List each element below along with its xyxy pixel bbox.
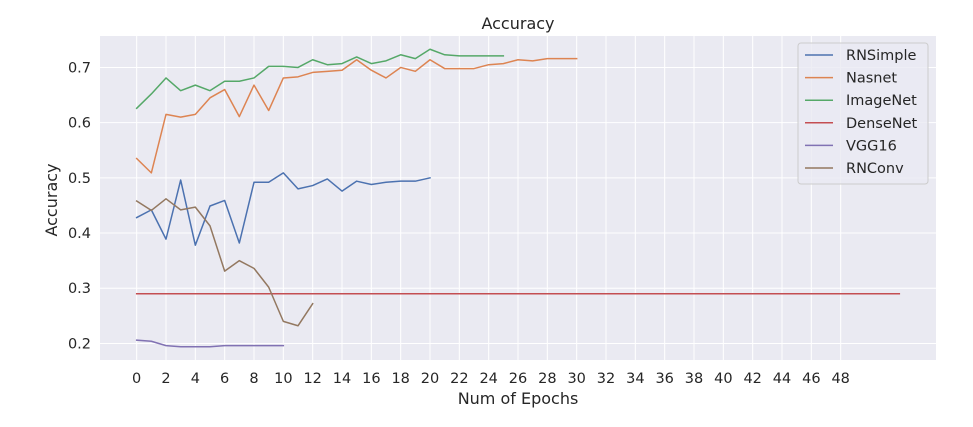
y-tick-label: 0.4 — [68, 226, 91, 242]
legend-label-nasnet: Nasnet — [846, 71, 897, 87]
legend-label-imagenet: ImageNet — [846, 93, 917, 109]
series-line-rnsimple — [135, 172, 431, 246]
x-tick-label: 46 — [802, 371, 820, 387]
grid — [100, 36, 936, 360]
x-tick-label: 26 — [509, 371, 527, 387]
chart-title: Accuracy — [481, 14, 554, 33]
x-tick-labels: 0 2 4 6 8 10 12 14 16 18 20 22 24 26 28 30 32 34 36 38 40 42 4… — [132, 371, 850, 387]
legend-label-densenet: DenseNet — [846, 116, 918, 132]
x-tick-label: 10 — [274, 371, 292, 387]
x-tick-label: 48 — [831, 371, 849, 387]
x-tick-label: 16 — [362, 371, 380, 387]
x-tick-label: 40 — [714, 371, 732, 387]
legend-label-rnsimple: RNSimple — [846, 48, 917, 64]
series-line-rnconv — [135, 198, 314, 327]
x-tick-label: 24 — [479, 371, 497, 387]
x-tick-label: 38 — [685, 371, 703, 387]
x-tick-label: 28 — [538, 371, 556, 387]
x-tick-label: 36 — [655, 371, 673, 387]
x-axis-title: Num of Epochs — [458, 389, 579, 408]
legend-label-vgg16: VGG16 — [846, 138, 897, 154]
x-tick-label: 42 — [743, 371, 761, 387]
x-tick-label: 34 — [626, 371, 644, 387]
x-tick-label: 8 — [249, 371, 258, 387]
y-tick-labels: 0.2 0.3 0.4 0.5 0.6 0.7 — [68, 60, 91, 352]
x-tick-label: 22 — [450, 371, 468, 387]
x-tick-label: 6 — [220, 371, 229, 387]
legend-label-rnconv: RNConv — [846, 161, 904, 177]
x-tick-label: 4 — [191, 371, 200, 387]
legend: RNSimple Nasnet ImageNet DenseNet VGG16 RNCon… — [797, 42, 929, 185]
y-tick-label: 0.2 — [68, 336, 91, 352]
series-line-vgg16 — [135, 339, 285, 348]
y-tick-label: 0.3 — [68, 281, 91, 297]
x-tick-label: 20 — [421, 371, 439, 387]
x-tick-label: 12 — [303, 371, 321, 387]
x-tick-label: 32 — [597, 371, 615, 387]
x-tick-label: 14 — [333, 371, 351, 387]
series-lines — [135, 48, 901, 348]
x-tick-label: 2 — [161, 371, 170, 387]
y-tick-label: 0.5 — [68, 171, 91, 187]
x-tick-label: 0 — [132, 371, 141, 387]
series-line-nasnet — [135, 57, 578, 174]
y-tick-label: 0.6 — [68, 116, 91, 132]
y-tick-label: 0.7 — [68, 60, 91, 76]
x-tick-label: 44 — [773, 371, 791, 387]
x-tick-label: 30 — [567, 371, 585, 387]
series-line-imagenet — [135, 48, 505, 110]
x-tick-label: 18 — [391, 371, 409, 387]
y-axis-title: Accuracy — [42, 163, 61, 236]
